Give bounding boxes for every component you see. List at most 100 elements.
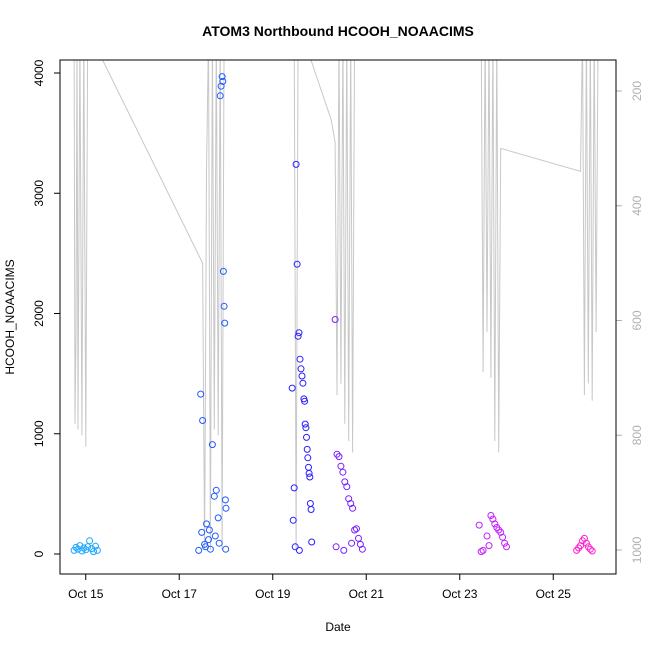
data-point xyxy=(93,546,101,554)
data-point xyxy=(358,545,366,553)
data-point xyxy=(210,492,218,500)
data-point xyxy=(307,506,315,513)
data-point xyxy=(295,546,303,554)
data-point xyxy=(92,542,99,550)
x-tick-label: Oct 21 xyxy=(349,587,385,601)
data-point xyxy=(308,538,316,546)
data-point xyxy=(304,454,312,462)
data-point xyxy=(293,260,301,268)
data-point xyxy=(297,365,305,373)
data-point xyxy=(218,73,226,81)
data-point xyxy=(305,469,313,477)
data-points-layer xyxy=(70,73,596,556)
data-point xyxy=(335,453,343,461)
data-point xyxy=(72,543,80,551)
data-point xyxy=(337,462,345,470)
data-point xyxy=(195,546,203,554)
data-point xyxy=(211,532,219,540)
data-point xyxy=(347,500,355,507)
data-point xyxy=(301,397,309,405)
altitude-trace-layer xyxy=(73,60,599,551)
data-point xyxy=(586,545,594,553)
y-tick-label: 0 xyxy=(32,550,46,557)
data-point xyxy=(483,532,491,540)
x-tick-label: Oct 19 xyxy=(255,587,291,601)
y-tick-label: 2000 xyxy=(32,300,46,327)
data-point xyxy=(349,504,357,512)
data-point xyxy=(203,520,210,528)
data-point xyxy=(217,82,225,90)
data-point xyxy=(198,528,206,536)
data-point xyxy=(301,420,309,428)
data-point xyxy=(340,546,348,554)
y-tick-label: 3000 xyxy=(32,180,46,207)
data-point xyxy=(205,526,213,534)
data-point xyxy=(475,521,483,529)
data-point xyxy=(215,539,223,547)
data-point xyxy=(355,534,362,542)
altitude-trace-line xyxy=(73,60,599,551)
data-point xyxy=(501,539,509,547)
data-point xyxy=(289,516,297,524)
axes-layer: 0 1000 2000 3000 4000 Oct 15 Oct 17 Oct 19 Oct 2… xyxy=(32,59,644,601)
data-point xyxy=(306,473,314,481)
data-point xyxy=(348,539,356,547)
data-point xyxy=(295,329,303,337)
data-point xyxy=(339,468,347,476)
data-point xyxy=(219,77,227,85)
data-point xyxy=(80,544,88,552)
data-point xyxy=(353,525,360,533)
plot-frame xyxy=(59,59,617,575)
y-tick-label: 4000 xyxy=(32,59,46,86)
data-point xyxy=(202,543,209,551)
data-point xyxy=(343,483,351,491)
data-point xyxy=(582,539,590,547)
y-axis-title: HCOOH_NOAACIMS xyxy=(3,259,17,374)
data-point xyxy=(491,520,499,528)
data-point xyxy=(477,548,485,556)
data-point xyxy=(298,372,306,380)
data-point xyxy=(197,390,205,398)
data-point xyxy=(288,384,296,392)
data-point xyxy=(86,537,94,545)
data-point xyxy=(487,512,495,519)
y2-tick-label: 600 xyxy=(630,310,644,330)
y2-tick-label: 200 xyxy=(630,81,644,101)
x-tick-label: Oct 15 xyxy=(68,587,104,601)
data-point xyxy=(332,543,340,551)
data-point xyxy=(302,424,310,432)
data-point xyxy=(291,543,299,551)
data-point xyxy=(503,543,510,551)
data-point xyxy=(205,536,212,544)
data-point xyxy=(331,316,339,323)
data-point xyxy=(212,486,220,494)
data-point xyxy=(497,528,505,536)
y2-tick-label: 400 xyxy=(630,195,644,215)
data-point xyxy=(221,319,229,327)
x-tick-label: Oct 17 xyxy=(162,587,198,601)
y2-tick-label: 800 xyxy=(630,425,644,445)
x-tick-label: Oct 23 xyxy=(442,587,478,601)
data-point xyxy=(214,514,222,522)
data-point xyxy=(303,433,310,441)
data-point xyxy=(199,417,207,424)
data-point xyxy=(489,515,497,523)
data-point xyxy=(222,504,230,512)
data-point xyxy=(222,545,230,553)
y2-tick-label: 1000 xyxy=(630,536,644,563)
data-point xyxy=(221,496,229,504)
data-point xyxy=(208,441,216,449)
data-point xyxy=(296,355,304,363)
data-point xyxy=(485,542,493,550)
data-point xyxy=(499,533,507,541)
data-point xyxy=(84,543,92,551)
data-point xyxy=(299,379,307,387)
chart-title: ATOM3 Northbound HCOOH_NOAACIMS xyxy=(202,23,474,39)
data-point xyxy=(479,546,487,554)
data-point xyxy=(303,445,311,453)
data-point xyxy=(220,302,228,310)
data-point xyxy=(290,484,298,492)
